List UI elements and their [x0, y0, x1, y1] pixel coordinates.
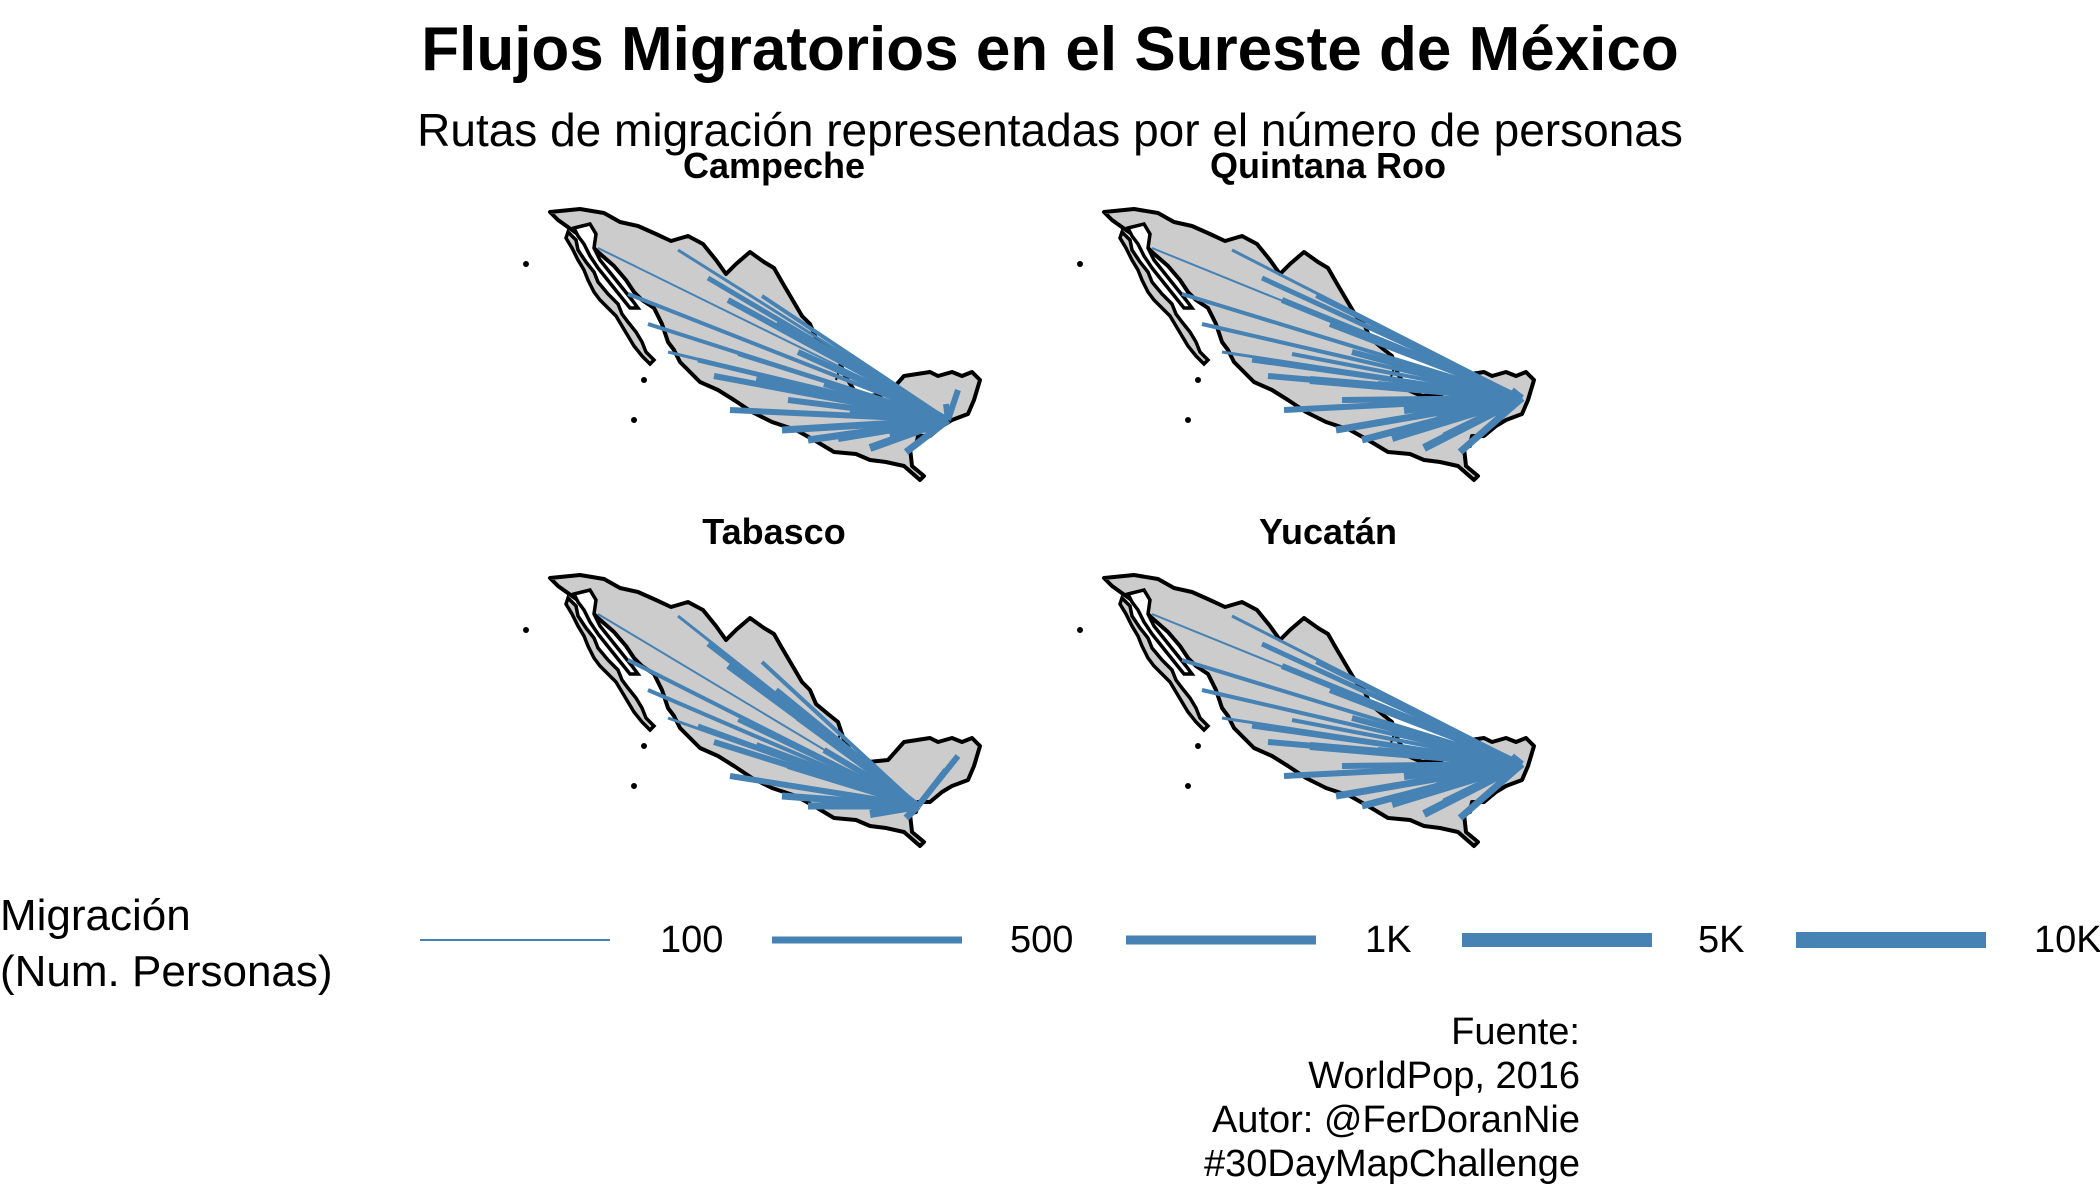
island-dot	[1185, 417, 1191, 423]
legend-title-line2: (Num. Personas)	[0, 947, 333, 996]
island-dot	[641, 743, 647, 749]
page-title: Flujos Migratorios en el Sureste de Méxi…	[421, 15, 1679, 84]
panel-title: Quintana Roo	[1210, 145, 1446, 186]
migration-flow-line	[667, 716, 919, 808]
migration-flow-line	[1283, 395, 1523, 413]
migration-flow-line	[1315, 660, 1523, 766]
island-dot	[1077, 627, 1083, 633]
migration-flow-line	[1351, 715, 1523, 767]
migration-flow-line	[667, 350, 949, 422]
migration-flow-line	[1221, 350, 1523, 400]
caption-line2: WorldPop, 2016	[1308, 1055, 1580, 1097]
island-dot	[523, 627, 529, 633]
migration-flow-line	[1457, 395, 1525, 455]
caption-line3: Autor: @FerDoranNie	[1211, 1099, 1580, 1141]
migration-flow-line	[1315, 294, 1523, 400]
legend-title-line1: Migración	[0, 891, 191, 940]
migration-flow-line	[1457, 761, 1525, 821]
migration-flow-line	[1328, 687, 1524, 767]
caption: Fuente: WorldPop, 2016 Autor: @FerDoranN…	[1204, 1010, 1580, 1186]
panel-title: Campeche	[683, 145, 865, 186]
legend-label-10k: 10K	[2034, 919, 2100, 961]
page-subtitle: Rutas de migración representadas por el …	[417, 104, 1683, 156]
island-dot	[1077, 261, 1083, 267]
baja-peninsula	[1118, 594, 1211, 733]
migration-flow-line	[903, 417, 951, 455]
migration-flow-line	[881, 410, 949, 424]
migration-flow-line	[796, 349, 950, 423]
migration-flow-line	[1499, 761, 1523, 773]
migration-flow-line	[729, 773, 919, 809]
mexico-land	[548, 207, 982, 482]
island-dot	[1195, 743, 1201, 749]
legend-label-5k: 5K	[1698, 919, 1745, 961]
island-dot	[641, 377, 647, 383]
migration-flow-line	[943, 403, 951, 421]
migration-flow-line	[879, 777, 921, 809]
migration-flow-line	[1221, 716, 1523, 766]
migration-flow-line	[1283, 761, 1523, 779]
panel-title: Yucatán	[1259, 511, 1397, 552]
island-dot	[523, 261, 529, 267]
island-dot	[631, 417, 637, 423]
legend-label-1k: 1K	[1365, 919, 1412, 961]
gulf-of-california	[1125, 221, 1196, 310]
gulf-of-california	[571, 587, 642, 676]
baja-peninsula	[564, 228, 657, 367]
legend-label-100: 100	[660, 919, 724, 961]
migration-flow-line	[915, 768, 949, 808]
caption-line4: #30DayMapChallenge	[1203, 1143, 1580, 1185]
migration-flow-line	[903, 803, 921, 821]
map-panel-tabasco: Tabasco	[523, 511, 982, 848]
migration-flow-line	[1328, 321, 1524, 401]
caption-line1: Fuente:	[1451, 1011, 1580, 1053]
migration-flow-line	[889, 416, 949, 440]
gulf-of-california	[1125, 587, 1196, 676]
map-panel-campeche: Campeche	[523, 145, 982, 482]
legend-label-500: 500	[1010, 919, 1074, 961]
panel-title: Tabasco	[702, 511, 845, 552]
map-panel-quintana-roo: Quintana Roo	[1077, 145, 1536, 482]
island-dot	[631, 783, 637, 789]
legend-title: Migración (Num. Personas)	[0, 888, 333, 1000]
island-dot	[1195, 377, 1201, 383]
migration-flow-line	[1499, 395, 1523, 407]
migration-flow-line	[1351, 349, 1523, 401]
baja-peninsula	[564, 594, 657, 733]
map-panel-yucatan: Yucatán	[1077, 511, 1536, 848]
baja-peninsula	[1118, 228, 1211, 367]
gulf-of-california	[571, 221, 642, 310]
island-dot	[1185, 783, 1191, 789]
